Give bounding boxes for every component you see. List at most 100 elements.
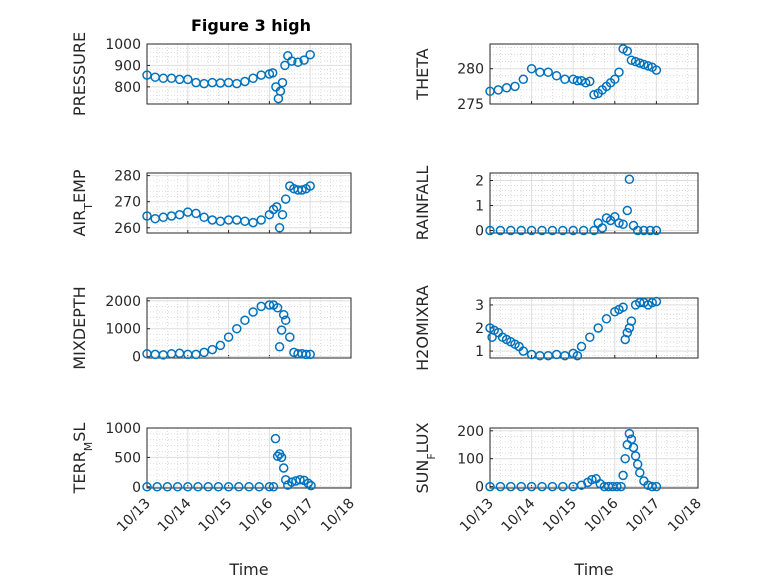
axes-frame	[146, 43, 352, 105]
y-axis-label: TERRMSL	[70, 423, 95, 495]
data-point	[589, 225, 599, 236]
data-point	[232, 323, 242, 334]
data-point	[305, 49, 315, 60]
data-point	[510, 81, 520, 92]
data-point	[628, 442, 639, 453]
data-point	[295, 475, 305, 485]
data-point	[287, 477, 297, 487]
data-point	[518, 74, 529, 85]
y-axis-label: MIXDEPTH	[70, 286, 89, 369]
data-point	[568, 225, 578, 236]
y-tick-label: 0	[132, 350, 141, 366]
data-point	[274, 342, 285, 352]
data-point	[301, 349, 311, 360]
data-point	[278, 463, 289, 473]
y-tick-label: 200	[457, 424, 484, 440]
data-point	[526, 63, 537, 74]
data-point	[275, 86, 286, 96]
data-point	[276, 325, 287, 335]
y-tick-label: 275	[457, 97, 484, 113]
data-point	[624, 428, 635, 439]
data-point	[647, 481, 657, 492]
subplot-sun-flux: 0 100 200 SUNFLUX 10/13 10/14 10/15 10/16 10/17 1…	[413, 422, 705, 579]
data-point	[270, 433, 281, 444]
data-point	[639, 59, 649, 70]
data-point	[299, 55, 309, 65]
data-point	[183, 74, 193, 85]
data-point	[560, 350, 570, 361]
data-point	[635, 297, 645, 308]
data-point	[191, 208, 201, 219]
data-point	[495, 481, 506, 492]
data-point	[485, 481, 495, 492]
data-point	[601, 314, 612, 324]
data-point	[264, 300, 275, 310]
data-point	[547, 225, 558, 236]
axes-frame	[489, 172, 699, 234]
axes-frame	[146, 427, 352, 489]
data-point	[587, 474, 597, 485]
data-point	[537, 225, 547, 236]
y-tick-label: 0	[475, 224, 484, 240]
y-tick-label: 1	[475, 344, 484, 360]
data-point	[240, 76, 250, 87]
subplot-h2omixra: 1 2 3 H2OMIXRA	[413, 285, 699, 371]
x-tick-label: 10/13	[114, 496, 154, 536]
y-axis-label: AIRTEMP	[70, 169, 95, 236]
axes-frame	[146, 172, 352, 234]
y-tick-label: 800	[114, 80, 141, 96]
y-tick-label: 260	[114, 221, 141, 237]
data-point	[297, 185, 307, 195]
data-point	[558, 225, 568, 236]
data-point	[256, 215, 266, 225]
data-point	[630, 56, 641, 67]
data-point	[306, 480, 316, 491]
data-point	[537, 481, 547, 492]
subplot-rainfall: 0 1 2 RAINFALL	[413, 166, 699, 241]
subplot-pressure: 800 900 1000 PRESSURE	[70, 32, 352, 116]
data-point	[199, 347, 209, 358]
y-axis-label: SUNFLUX	[413, 422, 438, 493]
x-tick-label: 10/15	[196, 496, 236, 536]
data-point	[622, 46, 633, 56]
data-point	[572, 350, 583, 361]
data-point	[142, 211, 152, 221]
data-point	[199, 212, 209, 223]
data-point	[278, 309, 289, 320]
data-point	[626, 316, 637, 326]
data-point	[643, 61, 653, 71]
data-point	[268, 482, 279, 492]
data-point	[223, 482, 234, 492]
data-point	[142, 482, 152, 492]
data-point	[287, 56, 297, 66]
y-axis-label: THETA	[413, 48, 432, 100]
data-point	[277, 209, 288, 220]
data-point	[244, 482, 254, 492]
y-axis-label: RAINFALL	[413, 166, 432, 241]
data-point	[572, 75, 583, 86]
data-point	[618, 219, 628, 230]
y-tick-label: 900	[114, 58, 141, 74]
data-point	[626, 434, 637, 444]
data-point	[271, 202, 282, 212]
data-point	[593, 323, 603, 333]
data-point	[526, 225, 537, 236]
data-point	[223, 332, 234, 342]
data-point	[610, 74, 620, 85]
data-point	[305, 181, 315, 191]
data-point	[285, 332, 295, 342]
x-tick-label: 10/16	[236, 495, 276, 535]
data-point	[493, 85, 504, 95]
data-point	[618, 470, 628, 481]
subplot-terr-msl: 0 500 1000 TERRMSL 10/13 10/14 10/15 10/16 10/17…	[70, 421, 358, 579]
data-point	[651, 296, 662, 307]
data-point	[213, 482, 224, 492]
data-point	[576, 341, 587, 352]
data-point	[305, 349, 315, 360]
data-point	[651, 65, 662, 75]
data-point	[293, 57, 303, 67]
data-point	[264, 482, 275, 492]
data-point	[172, 482, 183, 492]
